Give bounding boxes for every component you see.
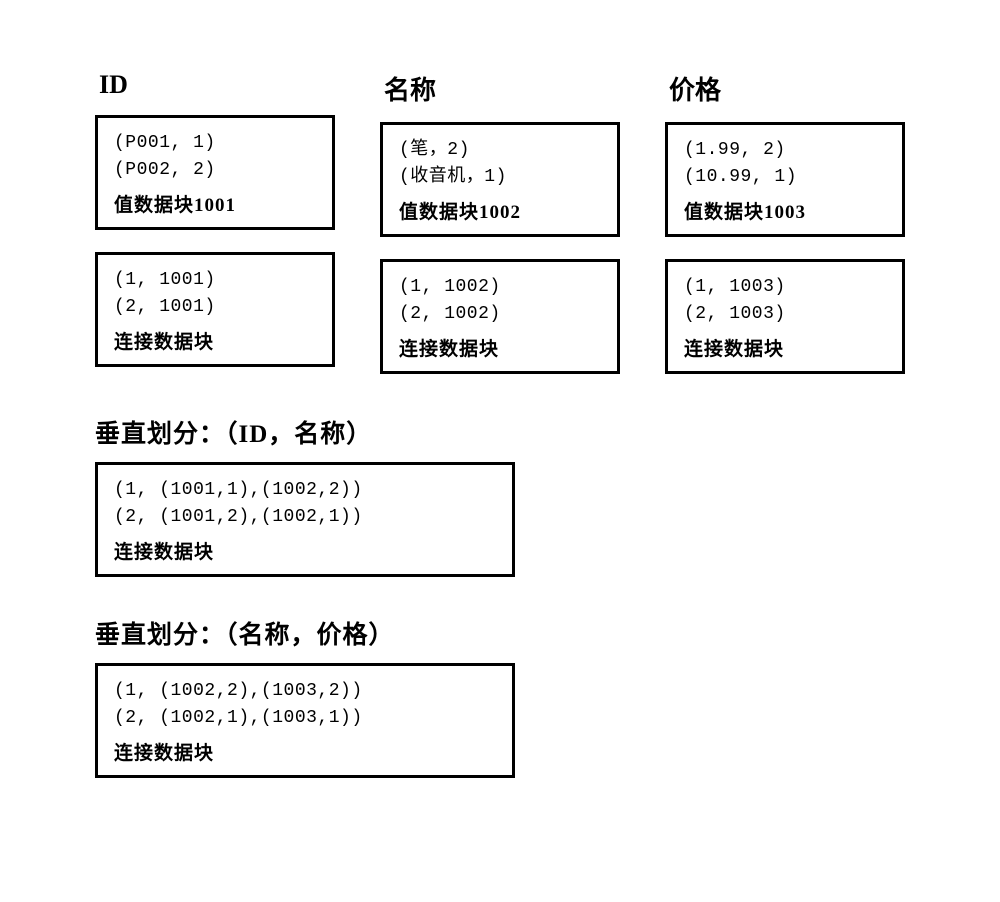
tuple-row: (收音机，1): [399, 164, 601, 191]
partition-block: (1, (1002,2),(1003,2)) (2, (1002,1),(100…: [95, 663, 515, 778]
block-label: 连接数据块: [114, 537, 496, 564]
column-header-name: 名称: [380, 70, 620, 107]
tuple-row: (笔，2): [399, 137, 601, 164]
block-label: 连接数据块: [399, 334, 601, 361]
tuple-row: (P001, 1): [114, 130, 316, 157]
tuple-row: (2, 1001): [114, 294, 316, 321]
block-label: 值数据块1001: [114, 190, 316, 217]
tuple-row: (P002, 2): [114, 157, 316, 184]
block-label: 值数据块1002: [399, 197, 601, 224]
value-block-id: (P001, 1) (P002, 2) 值数据块1001: [95, 115, 335, 230]
column-id: ID (P001, 1) (P002, 2) 值数据块1001 (1, 1001…: [95, 70, 335, 374]
column-name: 名称 (笔，2) (收音机，1) 值数据块1002 (1, 1002) (2, …: [380, 70, 620, 374]
tuple-row: (1.99, 2): [684, 137, 886, 164]
partition-block: (1, (1001,1),(1002,2)) (2, (1001,2),(100…: [95, 462, 515, 577]
partition-id-name: 垂直划分：（ID，名称） (1, (1001,1),(1002,2)) (2, …: [95, 414, 1000, 577]
tuple-row: (1, 1003): [684, 274, 886, 301]
partition-header: 垂直划分：（名称，价格）: [95, 615, 1000, 651]
column-header-id: ID: [95, 70, 335, 100]
block-label: 连接数据块: [114, 738, 496, 765]
tuple-row: (2, (1001,2),(1002,1)): [114, 504, 496, 531]
partition-name-price: 垂直划分：（名称，价格） (1, (1002,2),(1003,2)) (2, …: [95, 615, 1000, 778]
partition-header: 垂直划分：（ID，名称）: [95, 414, 1000, 450]
tuple-row: (1, 1002): [399, 274, 601, 301]
tuple-row: (2, 1002): [399, 301, 601, 328]
link-block-id: (1, 1001) (2, 1001) 连接数据块: [95, 252, 335, 367]
column-price: 价格 (1.99, 2) (10.99, 1) 值数据块1003 (1, 100…: [665, 70, 905, 374]
tuple-row: (1, (1002,2),(1003,2)): [114, 678, 496, 705]
block-label: 连接数据块: [114, 327, 316, 354]
column-grid: ID (P001, 1) (P002, 2) 值数据块1001 (1, 1001…: [95, 70, 1000, 374]
block-label: 值数据块1003: [684, 197, 886, 224]
tuple-row: (2, 1003): [684, 301, 886, 328]
column-header-price: 价格: [665, 70, 905, 107]
link-block-price: (1, 1003) (2, 1003) 连接数据块: [665, 259, 905, 374]
tuple-row: (2, (1002,1),(1003,1)): [114, 705, 496, 732]
tuple-row: (10.99, 1): [684, 164, 886, 191]
value-block-price: (1.99, 2) (10.99, 1) 值数据块1003: [665, 122, 905, 237]
link-block-name: (1, 1002) (2, 1002) 连接数据块: [380, 259, 620, 374]
block-label: 连接数据块: [684, 334, 886, 361]
tuple-row: (1, (1001,1),(1002,2)): [114, 477, 496, 504]
value-block-name: (笔，2) (收音机，1) 值数据块1002: [380, 122, 620, 237]
tuple-row: (1, 1001): [114, 267, 316, 294]
